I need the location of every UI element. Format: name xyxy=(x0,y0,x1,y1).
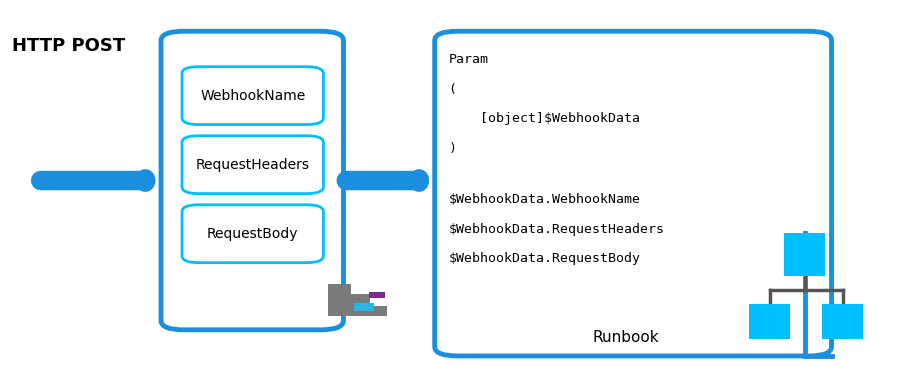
FancyBboxPatch shape xyxy=(161,31,343,330)
Text: RequestHeaders: RequestHeaders xyxy=(196,158,309,172)
FancyBboxPatch shape xyxy=(370,292,385,299)
Text: [object]$WebhookData: [object]$WebhookData xyxy=(448,112,640,126)
Text: HTTP POST: HTTP POST xyxy=(12,37,125,55)
Text: WebhookName: WebhookName xyxy=(200,89,306,103)
FancyBboxPatch shape xyxy=(435,31,832,356)
FancyBboxPatch shape xyxy=(354,303,374,311)
Polygon shape xyxy=(328,284,387,315)
Text: $WebhookData.RequestHeaders: $WebhookData.RequestHeaders xyxy=(448,223,664,235)
FancyBboxPatch shape xyxy=(749,304,791,339)
Text: $WebhookData.WebhookName: $WebhookData.WebhookName xyxy=(448,193,640,206)
FancyBboxPatch shape xyxy=(182,67,323,124)
FancyBboxPatch shape xyxy=(823,304,864,339)
Text: ): ) xyxy=(448,142,457,155)
Text: Runbook: Runbook xyxy=(593,330,660,345)
FancyBboxPatch shape xyxy=(182,136,323,194)
Text: Param: Param xyxy=(448,53,489,66)
Text: $WebhookData.RequestBody: $WebhookData.RequestBody xyxy=(448,252,640,265)
FancyBboxPatch shape xyxy=(182,205,323,263)
Text: (: ( xyxy=(448,83,457,96)
FancyBboxPatch shape xyxy=(784,233,825,276)
Text: RequestBody: RequestBody xyxy=(207,227,298,241)
